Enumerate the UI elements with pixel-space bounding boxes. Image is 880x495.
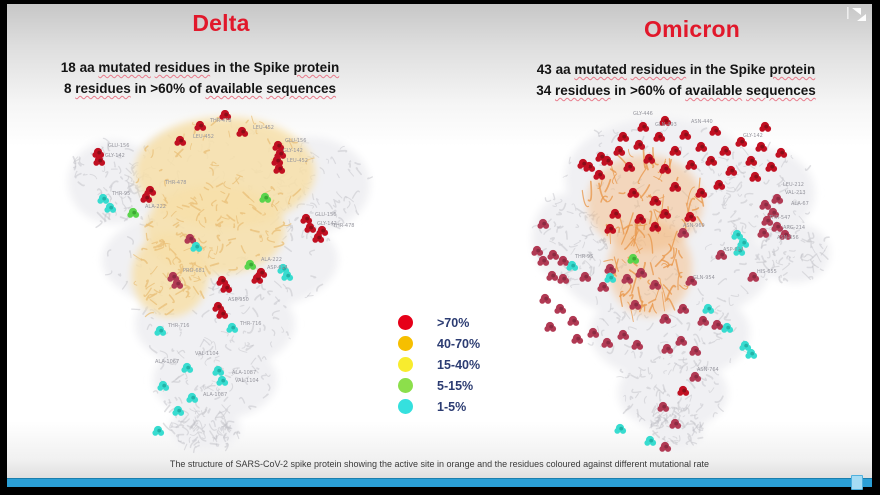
delta-stats-line2: 8 residues in >60% of available sequence…: [63, 81, 337, 96]
legend-dot-cyan: [398, 399, 413, 414]
svg-text:GLY-142: GLY-142: [317, 221, 337, 227]
svg-text:LEU-452: LEU-452: [253, 125, 274, 131]
svg-text:ALA-1087: ALA-1087: [203, 392, 227, 398]
slide-caption: The structure of SARS-CoV-2 spike protei…: [169, 459, 710, 469]
legend-label: 1-5%: [437, 399, 467, 414]
legend-item: 40-70%: [398, 336, 480, 351]
expand-icon[interactable]: [845, 5, 871, 25]
legend-item: >70%: [398, 315, 480, 330]
svg-text:GLU-156: GLU-156: [285, 138, 306, 144]
legend-dot-yellow: [398, 357, 413, 372]
omicron-stats: 43 aa mutated residues in the Spike prot…: [490, 59, 862, 101]
svg-text:GLY-142: GLY-142: [283, 148, 303, 154]
svg-text:THR-478: THR-478: [209, 118, 231, 124]
svg-text:ALA-222: ALA-222: [145, 204, 166, 210]
svg-text:ASP-614: ASP-614: [723, 247, 744, 253]
svg-text:GLU-156: GLU-156: [108, 143, 129, 149]
svg-text:ALA-1067: ALA-1067: [155, 359, 179, 365]
svg-text:PRO-681: PRO-681: [183, 268, 205, 274]
svg-text:ALA-67: ALA-67: [791, 201, 809, 207]
svg-text:THR-95: THR-95: [574, 254, 593, 260]
legend-item: 1-5%: [398, 399, 480, 414]
delta-title: Delta: [192, 10, 250, 36]
legend-dot-red: [398, 315, 413, 330]
legend-label: 15-40%: [437, 357, 481, 372]
svg-text:ARG-214: ARG-214: [783, 225, 805, 231]
svg-text:LEU-212: LEU-212: [783, 182, 804, 188]
svg-text:VAL-1104: VAL-1104: [195, 351, 219, 357]
svg-text:ASN-856: ASN-856: [777, 235, 799, 241]
svg-text:GLY-142: GLY-142: [743, 133, 763, 139]
mutation-rate-legend: >70% 40-70% 15-40% 5-15% 1-5%: [398, 315, 480, 414]
svg-text:THR-547: THR-547: [768, 215, 790, 221]
svg-text:ALA-1087: ALA-1087: [232, 370, 256, 376]
legend-label: >70%: [437, 315, 470, 330]
svg-text:GLN-493: GLN-493: [655, 122, 677, 128]
svg-text:THR-716: THR-716: [167, 323, 189, 329]
svg-text:LEU-452: LEU-452: [193, 134, 214, 140]
legend-item: 5-15%: [398, 378, 480, 393]
progress-thumb[interactable]: [851, 475, 863, 490]
omicron-title: Omicron: [644, 16, 740, 42]
svg-text:ASN-764: ASN-764: [697, 367, 719, 373]
svg-text:HIS-655: HIS-655: [757, 269, 777, 275]
legend-dot-amber: [398, 336, 413, 351]
svg-text:LEU-452: LEU-452: [287, 158, 308, 164]
svg-text:ALA-222: ALA-222: [261, 257, 282, 263]
svg-text:GLY-446: GLY-446: [633, 111, 653, 117]
svg-text:THR-478: THR-478: [332, 223, 354, 229]
svg-text:ASP-614: ASP-614: [267, 265, 288, 271]
omicron-stats-line1: 43 aa mutated residues in the Spike prot…: [536, 62, 816, 77]
svg-text:THR-716: THR-716: [239, 321, 261, 327]
svg-text:THR-95: THR-95: [111, 191, 130, 197]
delta-stats-line1: 18 aa mutated residues in the Spike prot…: [60, 60, 340, 75]
legend-label: 40-70%: [437, 336, 481, 351]
structure-delta: GLU-156GLY-142THR-478LEU-452LEU-452GLU-1…: [68, 110, 373, 454]
svg-text:GLU-156: GLU-156: [315, 212, 336, 218]
omicron-stats-line2: 34 residues in >60% of available sequenc…: [536, 83, 816, 98]
svg-text:ASP-950: ASP-950: [228, 297, 249, 303]
legend-label: 5-15%: [437, 378, 474, 393]
svg-text:GLY-142: GLY-142: [105, 153, 125, 159]
svg-text:ASN-440: ASN-440: [691, 119, 713, 125]
svg-text:ASN-969: ASN-969: [683, 223, 705, 229]
svg-text:GLN-954: GLN-954: [693, 275, 715, 281]
legend-item: 15-40%: [398, 357, 480, 372]
svg-text:VAL-1104: VAL-1104: [235, 378, 259, 384]
video-progress-bar[interactable]: [7, 475, 872, 490]
svg-text:THR-478: THR-478: [164, 180, 186, 186]
delta-stats: 18 aa mutated residues in the Spike prot…: [20, 57, 380, 99]
legend-dot-green: [398, 378, 413, 393]
svg-text:VAL-213: VAL-213: [785, 190, 806, 196]
